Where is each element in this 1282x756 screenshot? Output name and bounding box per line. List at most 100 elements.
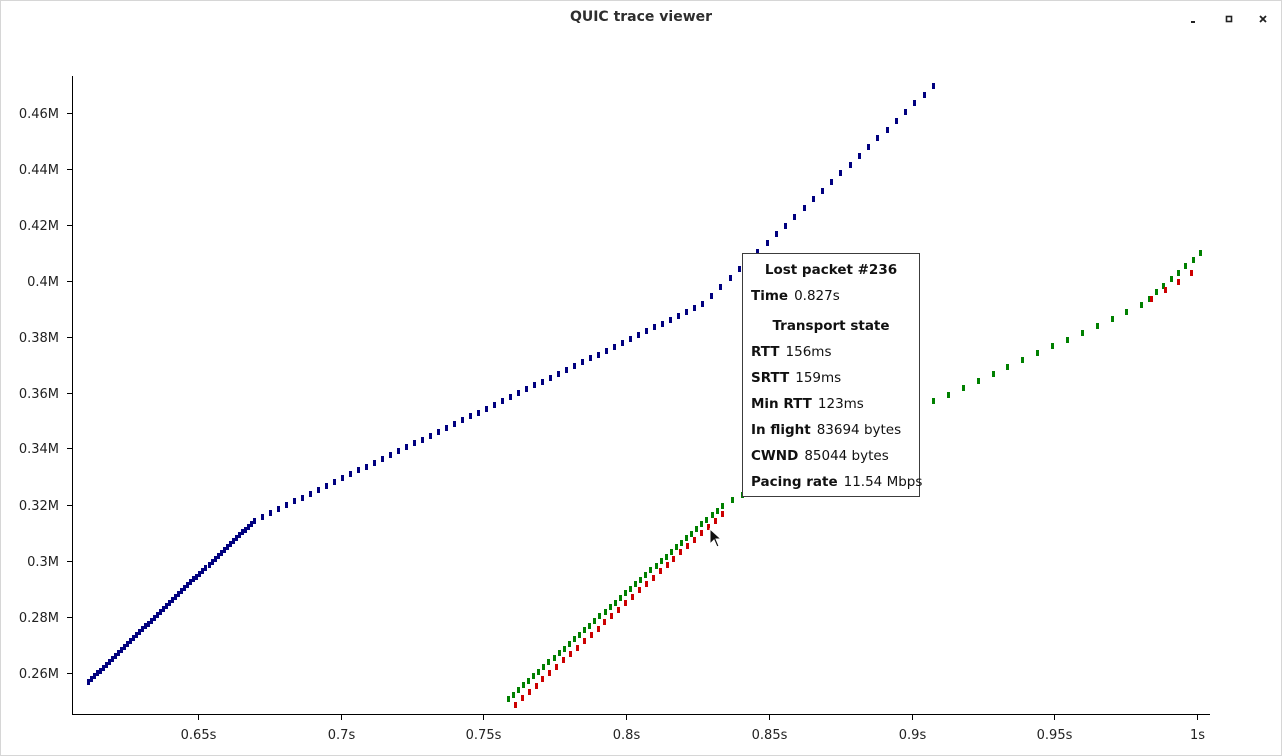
packet-mark [549,375,552,381]
packet-mark [904,109,907,115]
packet-mark [680,540,683,546]
packet-mark [238,532,241,538]
packet-mark [365,464,368,470]
packet-mark [1066,337,1069,343]
y-tick-label: 0.38M [19,331,59,346]
packet-mark [812,196,815,202]
packet-mark [208,562,211,568]
packet-mark [589,355,592,361]
packet-mark [652,575,655,581]
y-tick-label: 0.32M [19,499,59,514]
packet-mark [156,612,159,618]
packet-mark [605,348,608,354]
packet-mark [597,352,600,358]
y-tick-label: 0.44M [19,163,59,178]
packet-mark [293,498,296,504]
packet-mark [1036,350,1039,356]
packet-mark [932,398,935,404]
packet-mark [677,313,680,319]
packet-mark [186,582,189,588]
tooltip-row-label: Pacing rate [751,474,838,490]
packet-mark [590,632,593,638]
packet-mark [637,332,640,338]
packet-mark [1192,257,1195,263]
packet-mark [711,512,714,518]
packet-mark [569,651,572,657]
packet-mark [105,662,108,668]
packet-mark [639,577,642,583]
packet-mark [610,613,613,619]
packet-mark [821,188,824,194]
packet-mark [562,657,565,663]
packet-mark [1021,357,1024,363]
packet-mark [573,636,576,642]
packet-mark [535,683,538,689]
tooltip-row-label: Min RTT [751,396,812,412]
packet-mark [593,618,596,624]
packet-mark [568,641,571,647]
packet-mark [123,644,126,650]
packet-mark [177,591,180,597]
packet-mark [738,266,741,272]
packet-mark [710,293,713,299]
y-tick-label: 0.46M [19,107,59,122]
packet-mark [512,692,515,698]
packet-mark [517,390,520,396]
packet-mark [537,669,540,675]
y-tick-label: 0.28M [19,611,59,626]
packet-mark [1177,279,1180,285]
packet-mark [962,385,965,391]
x-tick-label: 0.65s [181,728,217,743]
packet-mark [621,340,624,346]
packet-mark [1150,296,1153,302]
packet-mark [784,223,787,229]
packet-mark [198,571,201,577]
packet-mark [174,594,177,600]
packet-mark [285,502,288,508]
packet-mark [553,655,556,661]
packet-mark [244,527,247,533]
packet-mark [1081,330,1084,336]
packet-mark [247,524,250,530]
packet-mark [619,595,622,601]
packet-mark [120,647,123,653]
packet-mark [603,619,606,625]
packet-mark [1140,302,1143,308]
packet-mark [357,467,360,473]
packet-mark [645,328,648,334]
tooltip-section-title: Transport state [772,318,890,334]
minimize-button[interactable] [1187,11,1203,27]
packet-mark [445,425,448,431]
packet-mark [381,456,384,462]
packet-mark [707,524,710,530]
packet-mark [217,553,220,559]
packet-mark [583,627,586,633]
packet-mark [659,568,662,574]
packet-mark [129,638,132,644]
packet-mark [165,603,168,609]
packet-mark [719,284,722,290]
packet-mark [803,205,806,211]
packet-mark [204,565,207,571]
packet-mark [1190,270,1193,276]
packet-mark [461,417,464,423]
tooltip-row-value: 156ms [785,344,832,360]
packet-mark [977,378,980,384]
packet-mark [93,673,96,679]
packet-mark [766,240,769,246]
packet-mark [226,544,229,550]
packet-mark [349,471,352,477]
packet-mark [644,572,647,578]
packet-mark [660,558,663,564]
maximize-button[interactable] [1221,11,1237,27]
title-bar[interactable]: QUIC trace viewer [1,1,1281,35]
packet-mark [241,529,244,535]
packet-mark [477,410,480,416]
close-button[interactable] [1255,11,1271,27]
packet-mark [405,444,408,450]
packet-mark [830,179,833,185]
packet-mark [493,402,496,408]
packet-mark [1111,316,1114,322]
